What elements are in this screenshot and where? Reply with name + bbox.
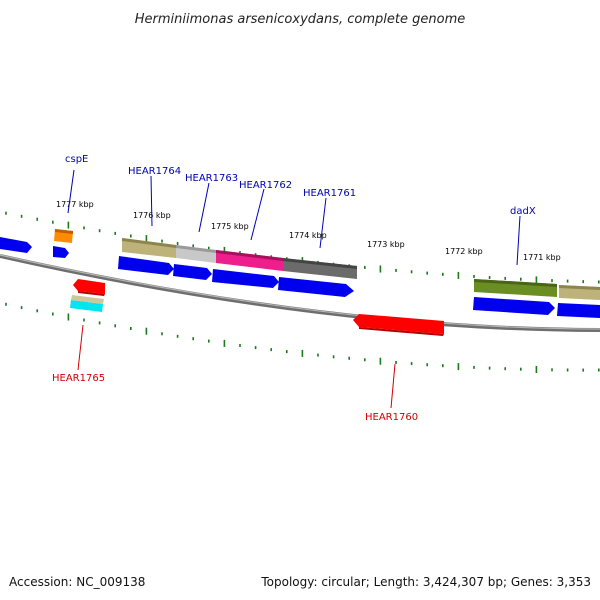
gene-arrow-hear1760-shadow <box>359 327 444 336</box>
tick-label-1772: 1772 kbp <box>445 247 483 256</box>
feature-bar-magenta[interactable] <box>216 250 283 271</box>
feature-bar-olive-top <box>474 279 557 287</box>
gene-arrow-cspe[interactable] <box>53 246 69 258</box>
page-title: Herminiimonas arsenicoxydans, complete g… <box>135 12 465 27</box>
feature-bar-darkgray[interactable] <box>283 258 357 279</box>
feature-bar-khaki-right-top <box>559 285 600 290</box>
accession-text: Accession: NC_009138 <box>9 575 145 589</box>
feature-bar-darkgray-top <box>283 258 357 269</box>
tick-label-1775: 1775 kbp <box>211 222 249 231</box>
gene-label-hear1763: HEAR1763 <box>185 173 238 184</box>
feature-bar-orange-top <box>55 229 73 234</box>
feature-bar-khaki-top <box>122 238 176 248</box>
gene-label-dadx: dadX <box>510 206 536 217</box>
topology-text: Topology: circular; Length: 3,424,307 bp… <box>260 575 591 589</box>
leader-lines <box>67 169 521 409</box>
gene-label-hear1760: HEAR1760 <box>365 412 418 423</box>
tick-label-1777: 1777 kbp <box>56 200 94 209</box>
gene-arrow-hear1762[interactable] <box>212 269 279 288</box>
gene-label-cspe: cspE <box>65 154 88 165</box>
gene-arrow-forward-right[interactable] <box>557 303 600 318</box>
gene-arrow-hear1761[interactable] <box>278 277 354 297</box>
gene-arrow-hear1765-shadow <box>78 291 105 296</box>
gene-arrow-forward[interactable] <box>0 237 32 253</box>
tick-label-1773: 1773 kbp <box>367 240 405 249</box>
tick-label-1771: 1771 kbp <box>523 253 561 262</box>
gene-label-hear1762: HEAR1762 <box>239 180 292 191</box>
tick-label-1774: 1774 kbp <box>289 231 327 240</box>
gene-arrow-dadx[interactable] <box>473 297 555 315</box>
gene-arrow-hear1763[interactable] <box>173 264 212 280</box>
genome-backbone-highlight <box>0 254 600 330</box>
feature-bar-lightgray-top <box>176 245 216 253</box>
feature-bar-khaki[interactable] <box>122 238 176 258</box>
feature-bar-magenta-top <box>216 250 283 261</box>
gene-label-hear1761: HEAR1761 <box>303 188 356 199</box>
tick-row-lower <box>5 302 600 373</box>
feature-bar-beige[interactable] <box>71 295 104 304</box>
gene-arrow-hear1764[interactable] <box>118 256 174 275</box>
genome-backbone <box>0 254 600 332</box>
gene-arrow-hear1765[interactable] <box>73 279 105 294</box>
gene-label-hear1764: HEAR1764 <box>128 166 181 177</box>
feature-bar-cyan[interactable] <box>70 300 103 312</box>
gene-arrow-hear1760[interactable] <box>353 314 444 334</box>
gene-label-hear1765: HEAR1765 <box>52 373 105 384</box>
